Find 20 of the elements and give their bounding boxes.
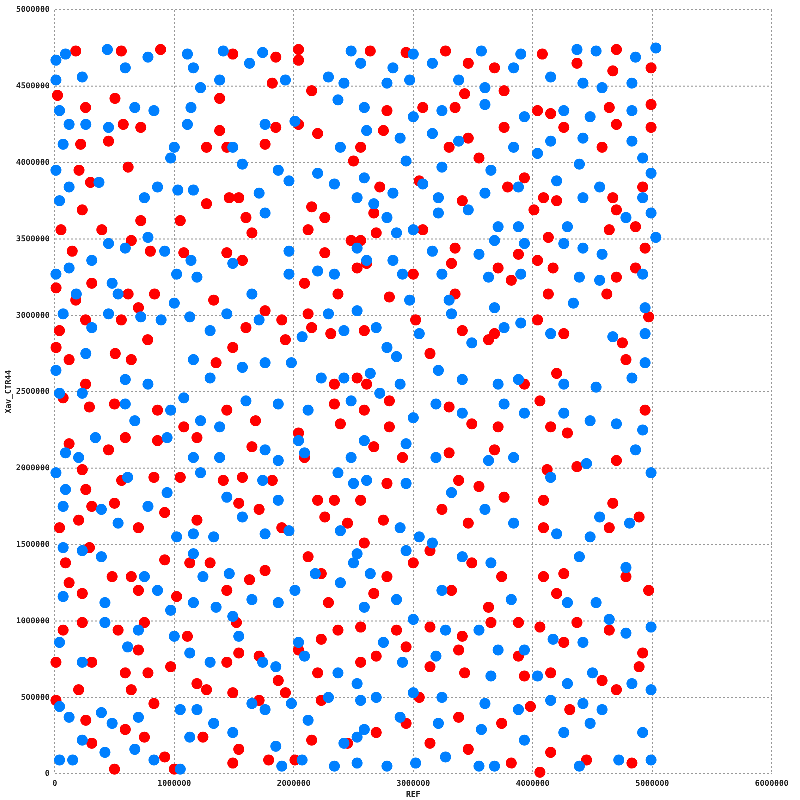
y-tick-label: 500000 xyxy=(21,692,50,702)
y-tick-label: 4000000 xyxy=(16,158,50,167)
x-tick-label: 1000000 xyxy=(158,779,192,788)
x-tick-label: 2000000 xyxy=(277,779,312,788)
y-axis-title: Xav_CTR44 xyxy=(4,370,14,414)
y-tick-label: 1000000 xyxy=(16,616,50,626)
x-tick-label: 5000000 xyxy=(636,779,670,788)
y-tick-label: 5000000 xyxy=(16,5,50,14)
y-tick-label: 4500000 xyxy=(16,82,50,91)
x-tick-label: 0 xyxy=(52,779,58,788)
x-tick-label: 6000000 xyxy=(755,779,790,788)
y-tick-label: 0 xyxy=(45,769,50,778)
y-tick-label: 3500000 xyxy=(16,234,50,244)
y-tick-label: 3000000 xyxy=(16,310,50,320)
y-tick-label: 2000000 xyxy=(16,464,50,473)
x-axis-title: REF xyxy=(406,790,421,800)
y-tick-label: 1500000 xyxy=(16,540,50,549)
y-tick-label: 2500000 xyxy=(16,387,50,396)
x-tick-label: 4000000 xyxy=(516,779,550,788)
x-tick-label: 3000000 xyxy=(396,779,431,788)
